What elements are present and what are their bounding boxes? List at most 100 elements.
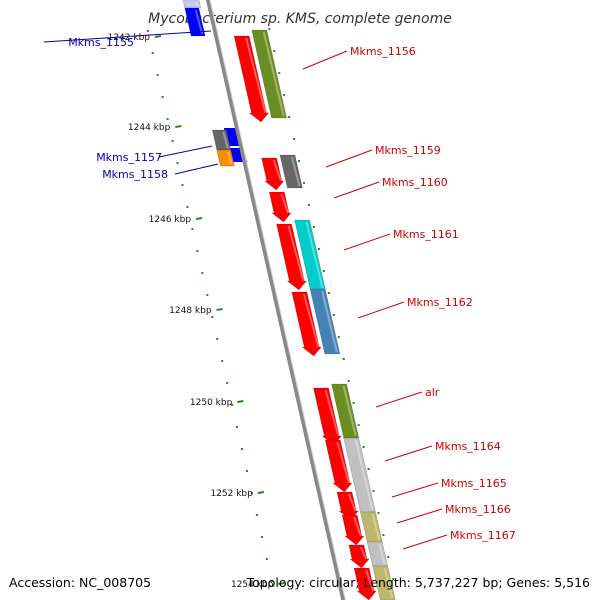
tick-dash — [175, 125, 182, 128]
cog-bar-reverse-top — [182, 0, 202, 9]
cog-bar-3-shine — [305, 221, 324, 289]
strand-dots-dot — [382, 534, 385, 536]
leader-line — [174, 163, 219, 175]
cds-forward-2 — [261, 157, 285, 191]
cds-forward-4 — [276, 223, 308, 291]
strand-dots-dot — [273, 50, 276, 52]
gene-labels: Mkms_1156 Mkms_1159 Mkms_1160 Mkms_1161 Mkms… — [43, 30, 516, 550]
cds-forward-3 — [268, 191, 292, 223]
tick-dots-dot — [206, 294, 209, 296]
strand-dots-dot — [387, 556, 390, 558]
strand-dots-dot — [367, 468, 370, 470]
tick-dots-dot — [166, 118, 169, 120]
tick-dots-dot — [265, 558, 268, 560]
cds-forward-3-body — [268, 191, 292, 223]
leader-line — [333, 181, 380, 199]
cds-forward-7 — [324, 439, 353, 493]
strand-dots-dot — [322, 270, 325, 272]
map-title: Mycobacterium sp. KMS, complete genome — [148, 11, 452, 27]
tick-dash — [216, 308, 223, 311]
leader-line — [402, 534, 448, 550]
genome-summary-text: Topology: circular; Length: 5,737,227 bp… — [246, 575, 590, 590]
strand-dots-dot — [352, 402, 355, 404]
leader-line — [302, 50, 348, 70]
strand-dots-dot — [317, 248, 320, 250]
strand-dots-dot — [347, 380, 350, 382]
leader-line — [43, 30, 212, 43]
cog-bar-8 — [366, 541, 389, 567]
strand-dots-dot — [377, 512, 380, 514]
cds-forward-8-shine — [348, 493, 357, 512]
cds-forward-5 — [291, 291, 322, 357]
tick-dots-dot — [270, 580, 273, 582]
cds-forward-2-body — [261, 157, 285, 191]
cds-forward-10 — [348, 544, 370, 569]
gene-label-mkms_1159: Mkms_1159 — [375, 144, 441, 157]
cog-bar-4 — [309, 288, 341, 355]
tick-marks: 1242 kbp 1244 kbp 1246 kbp 1248 kbp 1250 kbp… — [108, 28, 395, 590]
tick-dash — [278, 582, 285, 585]
leader-line — [325, 149, 373, 168]
cog-bar-5-shine — [342, 385, 357, 437]
cds-forward-4-body — [276, 223, 308, 291]
gene-label-alr: alr — [425, 386, 440, 399]
strand-dots-dot — [278, 72, 281, 74]
cds-forward-5-body — [291, 291, 322, 357]
gene-label-mkms_1160: Mkms_1160 — [382, 176, 448, 189]
tick-dots-dot — [250, 492, 253, 494]
cog-bar-4-shine — [321, 290, 338, 353]
gene-label-mkms_1165: Mkms_1165 — [441, 477, 507, 490]
cds-forward-9-body — [341, 514, 365, 546]
cds-reverse-1155-body — [184, 7, 206, 37]
cog-bar-2 — [279, 154, 303, 189]
cds-forward-3-shine — [280, 193, 290, 214]
gene-label-mkms_1157: Mkms_1157 — [96, 151, 162, 164]
cog-bar-1-shine — [262, 31, 285, 117]
backbone-line — [205, 0, 346, 600]
strand-dots-dot — [327, 292, 330, 294]
tick-dots-dot — [146, 30, 149, 32]
cds-forward-9-shine — [353, 516, 362, 537]
strand-dots-dot — [392, 578, 395, 580]
strand-dots-dot — [283, 94, 286, 96]
tick-label: 1252 kbp — [210, 489, 253, 499]
gene-label-mkms_1161: Mkms_1161 — [393, 228, 459, 241]
strand-dots-dot — [362, 446, 365, 448]
tick-dots-dot — [255, 514, 258, 516]
gene-label-mkms_1162: Mkms_1162 — [407, 296, 473, 309]
cog-bar-7 — [360, 511, 383, 543]
leader-line — [396, 508, 443, 524]
cds-forward-9 — [341, 514, 365, 546]
cds-forward-2-shine — [272, 159, 282, 182]
strand-dots-dot — [303, 182, 306, 184]
tick-dots-dot — [156, 74, 159, 76]
tick-dots-dot — [231, 404, 234, 406]
strand-dots-dot — [298, 160, 301, 162]
tick-dots-dot — [201, 272, 204, 274]
tick-label: 1254 kbp — [231, 580, 274, 590]
tick-dots-dot — [216, 338, 219, 340]
cds-forward-11 — [353, 567, 377, 600]
gene-lanes — [182, 0, 396, 600]
accession-text: Accession: NC_008705 — [9, 575, 152, 590]
cog-bar-2-shine — [290, 156, 301, 187]
cds-forward-11-body — [353, 567, 377, 600]
cog-bar-1158-body — [216, 149, 235, 167]
cds-forward-1-shine — [245, 37, 267, 114]
cds-reverse-1155-shine — [194, 9, 204, 35]
tick-dots-dot — [211, 316, 214, 318]
cog-bar-1158-shine — [226, 151, 233, 165]
tick-dots-dot — [236, 426, 239, 428]
tick-label: 1250 kbp — [190, 398, 233, 408]
gene-label-mkms_1155: Mkms_1155 — [68, 36, 134, 49]
tick-dash — [195, 217, 203, 220]
leader-line — [375, 391, 423, 408]
strand-dots-dot — [342, 358, 345, 360]
cds-forward-1 — [233, 35, 270, 123]
strand-dots-dot — [332, 314, 335, 316]
leader-line — [158, 145, 213, 158]
tick-dots — [146, 30, 273, 582]
cog-bar-2-body — [279, 154, 303, 189]
gene-label-mkms_1164: Mkms_1164 — [435, 440, 501, 453]
